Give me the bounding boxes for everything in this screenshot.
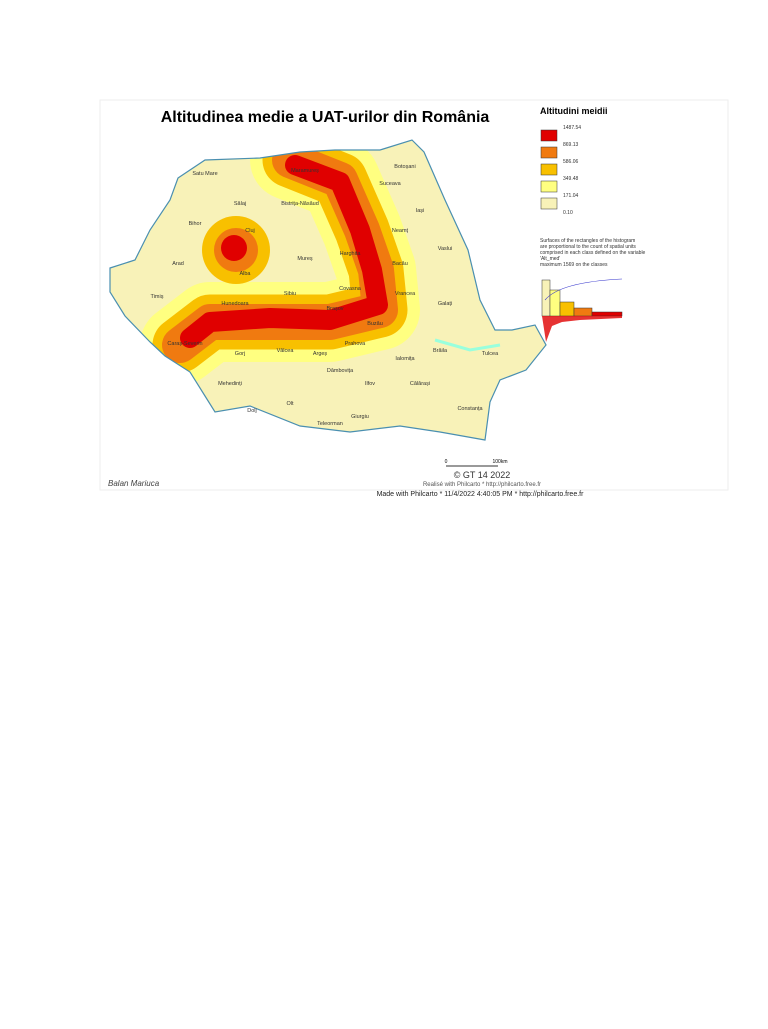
county-label: Sălaj: [234, 201, 246, 207]
county-label: Timiș: [151, 294, 164, 300]
county-label: Ilfov: [365, 381, 375, 387]
county-label: Botoșani: [394, 164, 415, 170]
county-label: Alba: [239, 271, 251, 277]
legend-swatch: [540, 129, 558, 142]
county-label: Bihor: [189, 221, 202, 227]
county-label: Gorj: [235, 351, 245, 357]
county-label: Tulcea: [482, 351, 499, 357]
scale-bar: 0 100km: [445, 459, 508, 467]
county-label: Harghita: [340, 251, 362, 257]
county-label: Vaslui: [438, 246, 453, 252]
copyright: © GT 14 2022: [454, 470, 511, 480]
legend-label: 171.04: [563, 193, 579, 199]
legend-note: Surfaces of the rectangles of the histog…: [540, 238, 646, 268]
county-label: Suceava: [379, 181, 401, 187]
legend-label: 0.10: [563, 210, 573, 216]
county-label: Brăila: [433, 348, 448, 354]
country-border: [109, 139, 547, 441]
county-label: Bistrița-Năsăud: [281, 201, 319, 207]
legend-swatch: [540, 180, 558, 193]
legend-label: 869.13: [563, 142, 579, 148]
county-label: Neamț: [392, 228, 409, 234]
county-label: Maramureș: [291, 168, 319, 174]
note-line: 'Alt_med': [540, 256, 560, 262]
county-labels: Satu Mare Maramureș Suceava Botoșani Sălaj Bi…: [151, 164, 500, 427]
legend-swatch: [540, 197, 558, 210]
county-label: Argeș: [313, 351, 328, 357]
county-label: Brașov: [326, 306, 343, 312]
note-line: maximum 1569 on the classes: [540, 262, 608, 268]
county-label: Prahova: [345, 341, 366, 347]
credit: Realisé with Philcarto * http://philcart…: [423, 482, 541, 488]
county-label: Sibiu: [284, 291, 296, 297]
legend-title: Altitudini meidii: [540, 106, 608, 116]
legend: 1487.54 869.13 586.06 349.48 171.04 0.10: [540, 125, 581, 216]
county-label: Iași: [416, 208, 425, 214]
note-line: comprised in each class defined on the v…: [540, 250, 646, 256]
county-label: Ialomița: [395, 356, 415, 362]
county-label: Galați: [438, 301, 452, 307]
county-label: Covasna: [339, 286, 362, 292]
county-label: Dâmbovița: [327, 368, 354, 374]
county-label: Constanța: [457, 406, 483, 412]
county-label: Bacău: [392, 261, 408, 267]
legend-swatch: [540, 163, 558, 176]
legend-label: 349.48: [563, 176, 579, 182]
legend-label: 586.06: [563, 159, 579, 165]
footer: Made with Philcarto * 11/4/2022 4:40:05 …: [377, 491, 585, 498]
county-label: Dolj: [247, 408, 256, 414]
county-label: Vâlcea: [277, 348, 295, 354]
county-label: Teleorman: [317, 421, 343, 427]
author: Balan Mariuca: [108, 479, 160, 488]
county-label: Olt: [286, 401, 294, 407]
county-label: Mehedinți: [218, 381, 242, 387]
county-label: Călărași: [410, 381, 430, 387]
legend-swatch: [540, 146, 558, 159]
county-label: Satu Mare: [192, 171, 217, 177]
county-label: Mureș: [297, 256, 313, 262]
scale-label: 100km: [492, 459, 507, 465]
county-label: Giurgiu: [351, 414, 369, 420]
legend-label: 1487.54: [563, 125, 581, 131]
histogram: [541, 278, 623, 342]
scale-label: 0: [445, 459, 448, 465]
county-label: Caraș-Severin: [167, 341, 202, 347]
county-label: Cluj: [245, 228, 254, 234]
map-title: Altitudinea medie a UAT-urilor din Român…: [161, 109, 490, 126]
note-line: are proportional to the count of spatial…: [540, 244, 636, 250]
county-label: Hunedoara: [221, 301, 249, 307]
county-label: Arad: [172, 261, 184, 267]
map-body: [110, 140, 546, 440]
county-label: Buzău: [367, 321, 383, 327]
county-label: Vrancea: [395, 291, 416, 297]
note-line: Surfaces of the rectangles of the histog…: [540, 238, 635, 244]
